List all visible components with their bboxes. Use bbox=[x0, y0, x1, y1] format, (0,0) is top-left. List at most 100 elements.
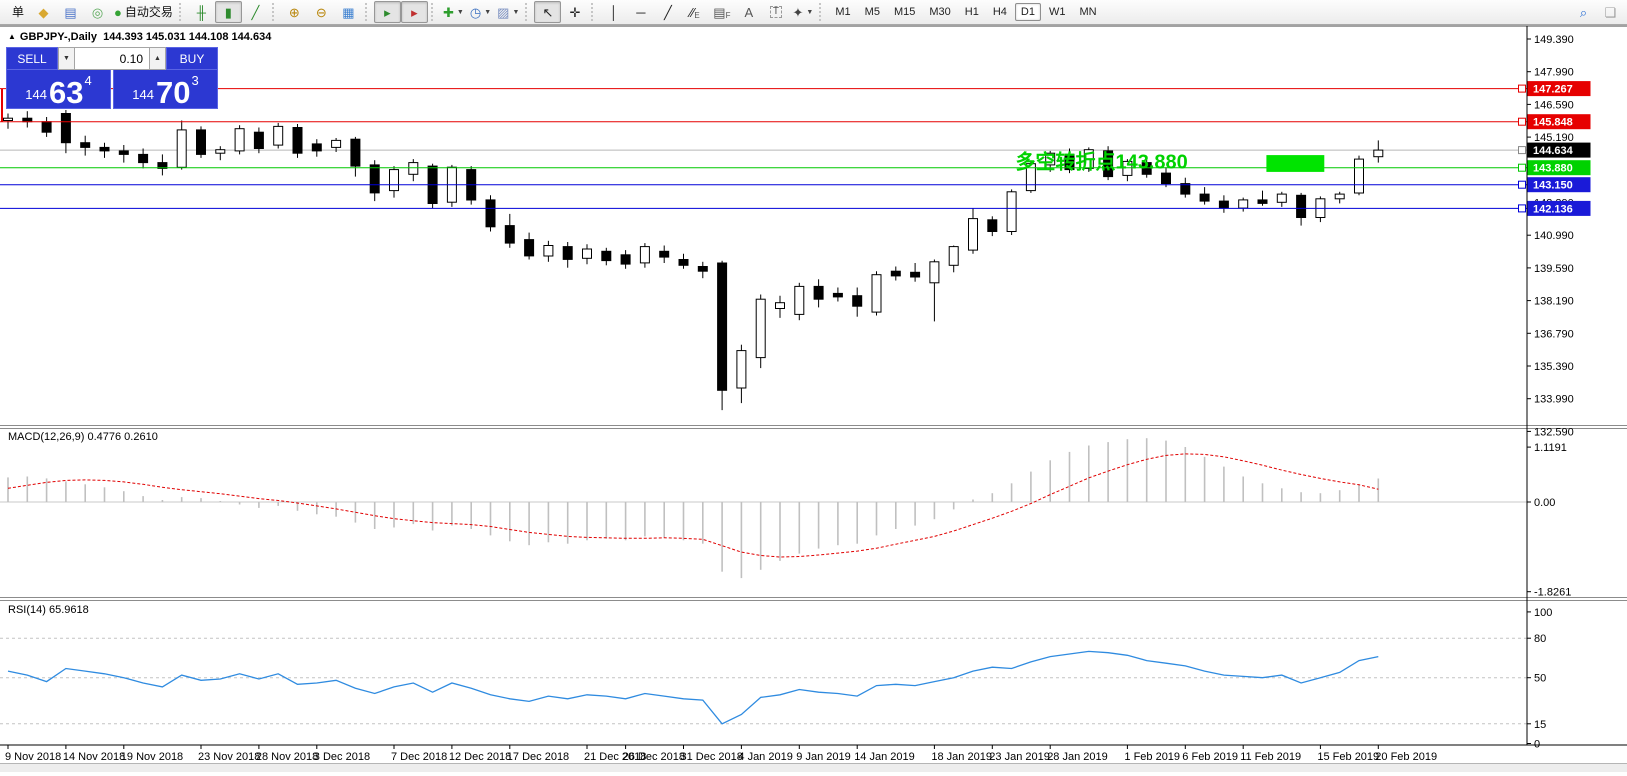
zoom-in-icon[interactable]: ⊕ bbox=[281, 1, 308, 23]
dropdown-caret-icon[interactable]: ▼ bbox=[484, 8, 492, 16]
level-handle[interactable] bbox=[1518, 180, 1526, 189]
candle-body bbox=[176, 129, 187, 168]
candlestick-icon[interactable]: ▮ bbox=[214, 1, 242, 23]
timeframe-h4[interactable]: H4 bbox=[992, 6, 1007, 18]
rsi-pane bbox=[0, 637, 1527, 725]
candle-body bbox=[543, 245, 554, 257]
timeframe-w1[interactable]: W1 bbox=[1048, 6, 1066, 18]
candle-body bbox=[1334, 193, 1345, 200]
autotrade-button-label: 自动交易 bbox=[124, 5, 173, 19]
autotrade-button[interactable]: ● 自动交易 bbox=[111, 1, 176, 23]
price-badge-label: 144.634 bbox=[1533, 145, 1574, 157]
date-tick-label: 19 Nov 2018 bbox=[121, 751, 183, 763]
candle-body bbox=[311, 143, 322, 152]
rsi-tick-label: 50 bbox=[1534, 673, 1546, 685]
navigator-icon[interactable]: ◎ bbox=[84, 1, 111, 23]
timeframe-m1[interactable]: M1 bbox=[835, 6, 851, 18]
volume-input[interactable] bbox=[75, 47, 149, 70]
new-order-icon[interactable]: ◆ bbox=[30, 1, 57, 23]
timeframe-m30[interactable]: M30 bbox=[929, 6, 951, 18]
buy-price-button[interactable]: 144 70 3 bbox=[113, 70, 218, 109]
zoom-out-icon[interactable]: ⊖ bbox=[308, 1, 335, 23]
horizontal-line-icon[interactable]: ─ bbox=[627, 1, 654, 23]
vertical-line-icon[interactable]: │ bbox=[600, 1, 627, 23]
volume-decrease-button[interactable]: ▼ bbox=[58, 47, 75, 70]
rsi-tick-label: 100 bbox=[1534, 607, 1552, 619]
macd-tick-label: 1.1191 bbox=[1534, 442, 1567, 454]
dropdown-caret-icon[interactable]: ▼ bbox=[456, 8, 464, 16]
candle-body bbox=[157, 162, 168, 169]
line-chart-icon[interactable]: ╱ bbox=[242, 1, 269, 23]
cursor-icon[interactable]: ↖ bbox=[534, 1, 562, 23]
dropdown-caret-icon[interactable]: ▼ bbox=[806, 8, 814, 16]
templates-icon[interactable]: ▨ ▼ bbox=[494, 1, 522, 23]
timeframe-h1[interactable]: H1 bbox=[964, 6, 979, 18]
search-icon[interactable]: ⌕ bbox=[1570, 1, 1597, 23]
candle-body bbox=[890, 270, 901, 277]
periods-icon[interactable]: ◷ ▼ bbox=[467, 1, 494, 23]
candle-body bbox=[524, 239, 535, 257]
toolbar-separator bbox=[430, 3, 436, 21]
sell-price-button[interactable]: 144 63 4 bbox=[6, 70, 111, 109]
cursor-icon: ↖ bbox=[542, 4, 554, 20]
fibonacci-icon[interactable]: ▤ F bbox=[708, 1, 735, 23]
candle-body bbox=[1257, 199, 1268, 204]
price-axis[interactable]: 149.390147.990146.590145.190143.790142.3… bbox=[1518, 34, 1591, 751]
price-tick-label: 136.790 bbox=[1534, 328, 1574, 340]
date-tick-label: 28 Nov 2018 bbox=[256, 751, 318, 763]
collapse-triangle-icon[interactable]: ▲ bbox=[8, 32, 16, 41]
equidistant-channel-icon[interactable]: ⁄⁄ E bbox=[681, 1, 708, 23]
window-bottom-strip bbox=[0, 763, 1627, 772]
level-handle[interactable] bbox=[1518, 163, 1526, 172]
chart-shift-icon[interactable]: ▸ bbox=[400, 1, 428, 23]
candle-body bbox=[968, 218, 978, 251]
candle-body bbox=[832, 292, 843, 298]
level-handle[interactable] bbox=[1518, 146, 1526, 155]
tile-windows-icon: ▦ bbox=[342, 4, 355, 20]
candle-body bbox=[253, 131, 264, 149]
text-label-icon[interactable]: T bbox=[762, 1, 789, 23]
tile-windows-icon[interactable]: ▦ bbox=[335, 1, 362, 23]
price-tick-label: 138.190 bbox=[1534, 296, 1574, 308]
candle-body bbox=[273, 125, 284, 146]
candle-body bbox=[485, 199, 496, 228]
text-icon[interactable]: A bbox=[735, 1, 762, 23]
price-tick-label: 132.590 bbox=[1534, 426, 1574, 438]
date-tick-label: 28 Jan 2019 bbox=[1047, 751, 1108, 763]
candle-body bbox=[678, 259, 689, 266]
dropdown-caret-icon[interactable]: ▼ bbox=[512, 8, 520, 16]
trendline-icon: ╱ bbox=[663, 4, 672, 20]
buy-button[interactable]: BUY bbox=[166, 47, 218, 70]
line-chart-icon: ╱ bbox=[251, 4, 260, 20]
highlight-rect-annotation[interactable] bbox=[1266, 155, 1325, 172]
candle-body bbox=[582, 248, 592, 259]
orders-button[interactable]: 单 bbox=[3, 1, 30, 23]
date-tick-label: 23 Jan 2019 bbox=[989, 751, 1050, 763]
autoscroll-icon: ▸ bbox=[384, 4, 391, 20]
crosshair-icon[interactable]: ✛ bbox=[561, 1, 588, 23]
candle-body bbox=[929, 261, 940, 284]
level-handle[interactable] bbox=[1518, 117, 1526, 126]
timeframe-mn[interactable]: MN bbox=[1079, 6, 1097, 18]
timeframe-d1[interactable]: D1 bbox=[1014, 3, 1041, 21]
pivot-text-annotation[interactable]: 多空转折点143.880 bbox=[1016, 150, 1188, 174]
market-watch-icon[interactable]: ▤ bbox=[57, 1, 84, 23]
level-handle[interactable] bbox=[1518, 204, 1526, 213]
date-tick-label: 6 Feb 2019 bbox=[1182, 751, 1238, 763]
timeframe-m5[interactable]: M5 bbox=[864, 6, 880, 18]
arrows-icon[interactable]: ✦ ▼ bbox=[789, 1, 816, 23]
trendline-icon[interactable]: ╱ bbox=[654, 1, 681, 23]
volume-increase-button[interactable]: ▲ bbox=[149, 47, 166, 70]
bar-chart-icon: ╫ bbox=[196, 4, 206, 20]
sell-button[interactable]: SELL bbox=[6, 47, 58, 70]
timeframe-m15[interactable]: M15 bbox=[893, 6, 916, 18]
autoscroll-icon[interactable]: ▸ bbox=[373, 1, 401, 23]
bar-chart-icon[interactable]: ╫ bbox=[188, 1, 215, 23]
indicators-add-icon[interactable]: ✚ ▼ bbox=[440, 1, 467, 23]
level-handle[interactable] bbox=[1518, 84, 1526, 93]
candle-body bbox=[1141, 162, 1152, 175]
chat-icon[interactable]: ❏ bbox=[1597, 1, 1624, 23]
